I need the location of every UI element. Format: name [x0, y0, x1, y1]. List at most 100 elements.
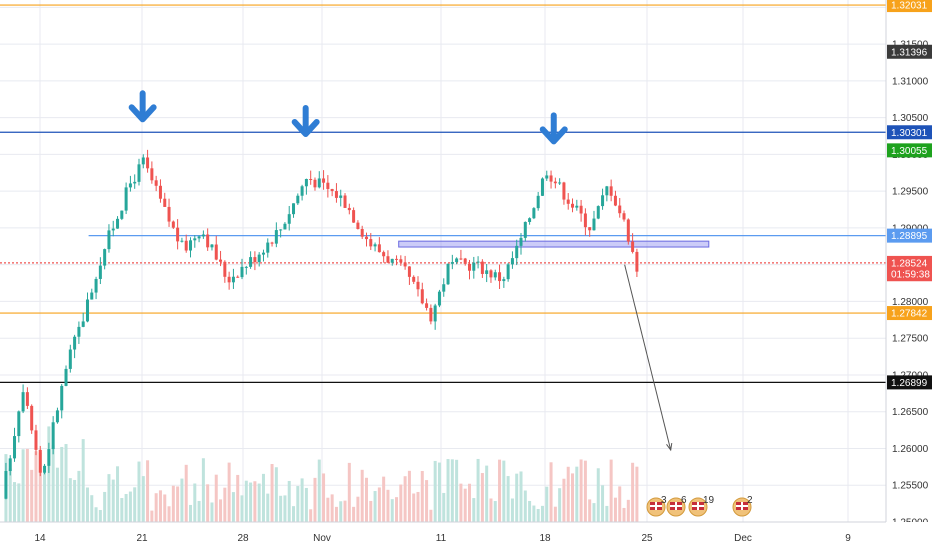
volume-bar — [364, 477, 368, 522]
candle-body — [609, 186, 613, 196]
event-flag-icon[interactable]: 3 — [646, 495, 667, 517]
candle-body — [613, 195, 617, 206]
volume-bar — [558, 488, 562, 522]
candle-body — [416, 281, 420, 290]
candle-body — [339, 195, 343, 198]
volume-bar — [214, 474, 218, 522]
volume-bar — [124, 494, 128, 522]
volume-bar — [47, 426, 51, 522]
volume-bar — [128, 491, 132, 522]
volume-bar — [485, 465, 489, 522]
candles-layer — [4, 149, 639, 500]
price-tag: 1.31396 — [887, 44, 932, 59]
x-tick-label: Dec — [734, 533, 752, 544]
projection-arrow[interactable] — [624, 264, 673, 452]
candle-body — [107, 230, 111, 250]
resistance-zone[interactable] — [398, 240, 710, 248]
candle-body — [472, 262, 476, 271]
volume-bar — [197, 500, 201, 522]
x-tick-label: Nov — [313, 533, 331, 544]
volume-bar — [571, 473, 575, 522]
volume-bar — [532, 505, 536, 522]
volume-bar — [231, 492, 235, 522]
candle-body — [545, 175, 549, 179]
candle-body — [201, 234, 205, 237]
candle-body — [433, 305, 437, 322]
volume-bar — [25, 448, 29, 522]
candle-body — [188, 240, 193, 251]
candle-body — [283, 223, 287, 230]
candle-body — [528, 218, 532, 222]
arrow-down-icon[interactable] — [128, 90, 157, 123]
candle-body — [141, 157, 145, 165]
volume-bar — [596, 468, 600, 522]
candle-body — [369, 239, 373, 247]
candle-body — [60, 385, 64, 411]
candle-body — [395, 258, 399, 260]
event-flag-icon[interactable]: 19 — [688, 495, 715, 517]
candle-body — [167, 206, 171, 222]
volume-bar — [412, 493, 416, 522]
candle-body — [446, 263, 450, 285]
volume-bar — [463, 488, 467, 522]
price-tag-label: 1.30301 — [891, 128, 928, 139]
volume-bar — [566, 466, 570, 522]
candle-body — [171, 221, 175, 228]
volume-bar — [631, 462, 635, 522]
volume-bar — [219, 499, 223, 522]
candle-body — [249, 257, 253, 267]
candle-body — [467, 263, 472, 271]
volume-bar — [472, 498, 476, 522]
volume-bar — [433, 460, 437, 522]
volume-bar — [403, 476, 407, 522]
event-flag-icon[interactable]: 6 — [666, 495, 687, 517]
volume-bar — [467, 483, 472, 522]
candle-body — [47, 449, 51, 466]
volume-bar — [300, 478, 304, 522]
price-tag: 1.32031 — [887, 0, 932, 13]
candle-body — [236, 276, 240, 278]
volume-bar — [201, 458, 205, 522]
candle-body — [442, 284, 446, 292]
volume-bar — [171, 485, 175, 522]
volume-bar — [163, 494, 167, 522]
volume-bar — [21, 449, 25, 522]
volume-layer — [4, 426, 639, 522]
event-count-label: 6 — [681, 495, 687, 506]
candle-body — [510, 258, 514, 265]
volume-bar — [613, 497, 617, 522]
volume-bar — [180, 478, 184, 522]
candle-body — [25, 392, 29, 406]
annotations-layer[interactable] — [128, 90, 673, 452]
event-count-label: 3 — [661, 495, 667, 506]
time-axis[interactable] — [0, 521, 932, 550]
candle-body — [549, 175, 553, 182]
volume-bar — [562, 478, 566, 522]
events-row[interactable]: 3 6 19 2 — [646, 495, 753, 517]
candle-body — [158, 185, 162, 199]
y-tick-label: 1.26500 — [892, 407, 929, 418]
candle-body — [77, 326, 81, 337]
candle-body — [270, 242, 274, 244]
candle-body — [429, 307, 433, 322]
volume-bar — [90, 495, 94, 522]
arrow-down-icon[interactable] — [539, 112, 568, 145]
volume-bar — [253, 481, 257, 522]
volume-bar — [446, 459, 450, 522]
x-tick-label: 18 — [539, 533, 551, 544]
price-tag-label: 1.32031 — [891, 1, 928, 12]
volume-bar — [592, 503, 596, 522]
volume-bar — [317, 459, 321, 522]
volume-bar — [116, 466, 120, 522]
candle-body — [304, 179, 308, 187]
volume-bar — [283, 495, 287, 522]
volume-bar — [519, 471, 523, 522]
candle-body — [309, 179, 313, 181]
arrow-down-icon[interactable] — [291, 105, 320, 138]
event-flag-icon[interactable]: 2 — [732, 495, 753, 517]
candle-body — [240, 266, 244, 278]
zone-rect[interactable] — [398, 240, 710, 248]
candle-body — [111, 228, 115, 231]
candle-body — [622, 213, 626, 220]
